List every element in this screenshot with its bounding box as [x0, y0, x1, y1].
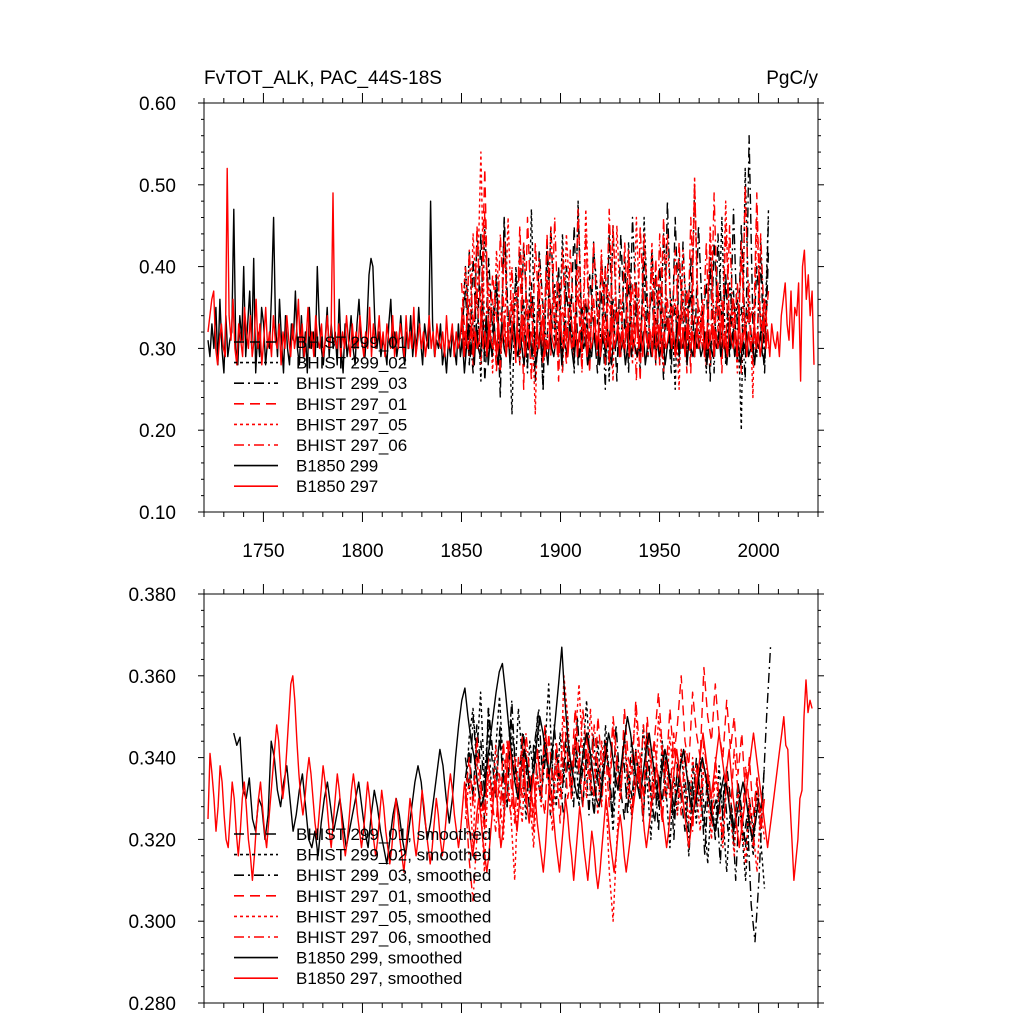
x-tick-label: 1800 [341, 541, 383, 562]
legend-label: BHIST 299_02 [296, 354, 407, 373]
series-line-0-3 [460, 167, 770, 390]
y-tick-label: 0.20 [139, 421, 176, 442]
y-tick-label: 0.380 [128, 585, 176, 606]
legend-label: B1850 297 [296, 477, 378, 496]
legend-label: BHIST 297_01, smoothed [296, 887, 491, 906]
panel-bottom-axes: 0.280 0.300 0.320 0.340 0.360 0.380 [128, 584, 824, 1015]
panel-top-units: PgC/y [766, 68, 818, 89]
x-tick-label: 2000 [737, 541, 779, 562]
series-line-0-5 [460, 184, 770, 382]
y-tick-label: 0.30 [139, 339, 176, 360]
panel-bottom-plot-area [207, 646, 813, 943]
series-line-0-7 [207, 167, 815, 382]
legend-label: B1850 297, smoothed [296, 969, 462, 988]
series-line-1-7 [207, 675, 813, 890]
y-tick-label: 0.10 [139, 503, 176, 524]
y-tick-label: 0.60 [139, 94, 176, 115]
legend-label: BHIST 299_03, smoothed [296, 866, 491, 885]
series-line-1-2 [464, 647, 772, 943]
series-line-1-1 [464, 683, 766, 889]
legend-label: BHIST 299_02, smoothed [296, 846, 491, 865]
panel-top-axes: 0.10 0.20 0.30 0.40 0.50 0.60 1750 1800 1850 1900… [139, 93, 824, 562]
legend-label: B1850 299 [296, 457, 378, 476]
panel-bottom-frame [203, 593, 819, 1004]
legend-label: BHIST 297_05 [296, 415, 407, 434]
legend-label: BHIST 297_05, smoothed [296, 907, 491, 926]
panel-bottom: 0.280 0.300 0.320 0.340 0.360 0.380 BHIST 299… [128, 584, 824, 1015]
x-tick-label: 1900 [539, 541, 581, 562]
y-tick-label: 0.340 [128, 749, 176, 770]
panel-top-title: FvTOT_ALK, PAC_44S-18S [204, 68, 442, 89]
y-tick-label: 0.50 [139, 176, 176, 197]
y-tick-label: 0.320 [128, 830, 176, 851]
y-tick-label: 0.360 [128, 667, 176, 688]
series-line-1-6 [233, 646, 760, 865]
series-line-1-3 [464, 666, 766, 841]
legend-label: BHIST 297_01 [296, 395, 407, 414]
legend-label: BHIST 299_01 [296, 333, 407, 352]
panel-top-plot-area [207, 134, 815, 431]
panel-bottom-legend: BHIST 299_01, smoothed BHIST 299_02, smoo… [234, 825, 491, 988]
series-line-1-4 [464, 675, 766, 922]
legend-label: BHIST 299_03 [296, 374, 407, 393]
y-tick-label: 0.280 [128, 994, 176, 1015]
series-line-1-0 [464, 707, 766, 849]
legend-label: BHIST 299_01, smoothed [296, 825, 491, 844]
legend-label: B1850 299, smoothed [296, 949, 462, 968]
y-tick-label: 0.40 [139, 258, 176, 279]
legend-label: BHIST 297_06, smoothed [296, 928, 491, 947]
series-line-0-0 [460, 216, 770, 390]
x-tick-label: 1750 [242, 541, 284, 562]
y-tick-label: 0.300 [128, 912, 176, 933]
panel-top: FvTOT_ALK, PAC_44S-18S PgC/y 0.10 0.20 0.3… [139, 68, 824, 562]
panel-top-frame [203, 102, 819, 513]
x-tick-label: 1850 [440, 541, 482, 562]
x-tick-label: 1950 [638, 541, 680, 562]
legend-label: BHIST 297_06 [296, 436, 407, 455]
